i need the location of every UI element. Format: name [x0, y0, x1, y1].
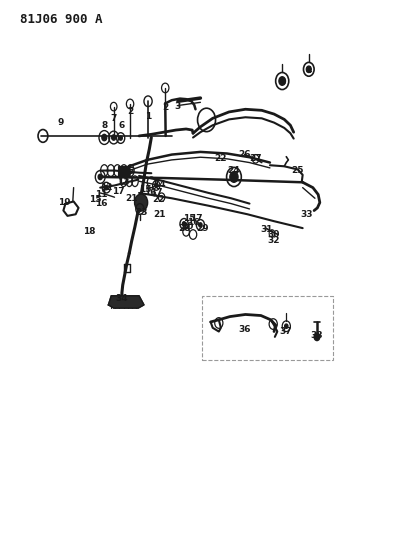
Polygon shape	[108, 296, 144, 308]
Text: 18: 18	[83, 228, 95, 236]
Circle shape	[314, 333, 320, 341]
Text: 20: 20	[181, 222, 193, 231]
Text: 10: 10	[119, 171, 131, 179]
Text: 15: 15	[89, 196, 101, 204]
Text: 17: 17	[150, 189, 162, 197]
Circle shape	[199, 223, 202, 227]
Text: 25: 25	[292, 166, 304, 175]
Text: 17: 17	[190, 214, 202, 223]
Text: 1: 1	[145, 112, 151, 120]
Text: 16: 16	[144, 189, 156, 197]
Circle shape	[105, 185, 108, 190]
Text: 33: 33	[301, 210, 313, 219]
Circle shape	[135, 194, 148, 211]
Text: 22: 22	[153, 196, 165, 204]
Circle shape	[182, 222, 186, 226]
Text: 38: 38	[311, 332, 323, 340]
Text: 14: 14	[153, 181, 166, 189]
Text: 34: 34	[116, 294, 128, 303]
Text: 19: 19	[58, 198, 71, 207]
Text: 12: 12	[100, 183, 112, 192]
Text: 36: 36	[238, 325, 251, 334]
Text: 2: 2	[162, 103, 169, 112]
Text: 8: 8	[101, 121, 108, 130]
Text: 24: 24	[228, 166, 240, 175]
Text: 9: 9	[57, 118, 64, 127]
Circle shape	[306, 66, 311, 72]
Text: 30: 30	[267, 230, 279, 239]
Text: 2: 2	[127, 108, 133, 116]
Text: 11: 11	[95, 190, 108, 199]
Text: 16: 16	[95, 199, 108, 208]
Text: 3: 3	[175, 102, 181, 110]
Text: 17: 17	[112, 188, 125, 196]
Text: 23: 23	[135, 208, 147, 216]
Text: 13: 13	[117, 178, 130, 187]
Circle shape	[119, 136, 122, 140]
Text: 28: 28	[178, 224, 190, 232]
Text: 29: 29	[197, 224, 209, 232]
Text: 27: 27	[249, 155, 261, 163]
Text: 22: 22	[215, 155, 227, 163]
Text: 6: 6	[119, 122, 125, 130]
Text: 81J06 900 A: 81J06 900 A	[20, 13, 103, 26]
Text: 15: 15	[139, 185, 151, 193]
Circle shape	[285, 324, 288, 328]
Circle shape	[102, 134, 107, 141]
Circle shape	[98, 174, 102, 180]
Text: 37: 37	[279, 327, 292, 336]
Circle shape	[279, 77, 285, 85]
Circle shape	[230, 172, 238, 182]
Text: 26: 26	[238, 150, 251, 159]
FancyBboxPatch shape	[118, 166, 129, 176]
Text: 32: 32	[267, 237, 279, 245]
Bar	[202, 296, 333, 360]
Text: 31: 31	[260, 225, 272, 233]
Text: 35: 35	[123, 167, 135, 176]
Text: 16: 16	[187, 219, 199, 227]
Circle shape	[155, 183, 158, 188]
Text: 5: 5	[279, 78, 285, 86]
Text: 4: 4	[306, 66, 312, 75]
Text: 15: 15	[183, 214, 196, 223]
Text: 21: 21	[153, 210, 166, 219]
Circle shape	[112, 135, 116, 140]
Text: 21: 21	[126, 194, 138, 203]
Text: 7: 7	[110, 114, 117, 123]
